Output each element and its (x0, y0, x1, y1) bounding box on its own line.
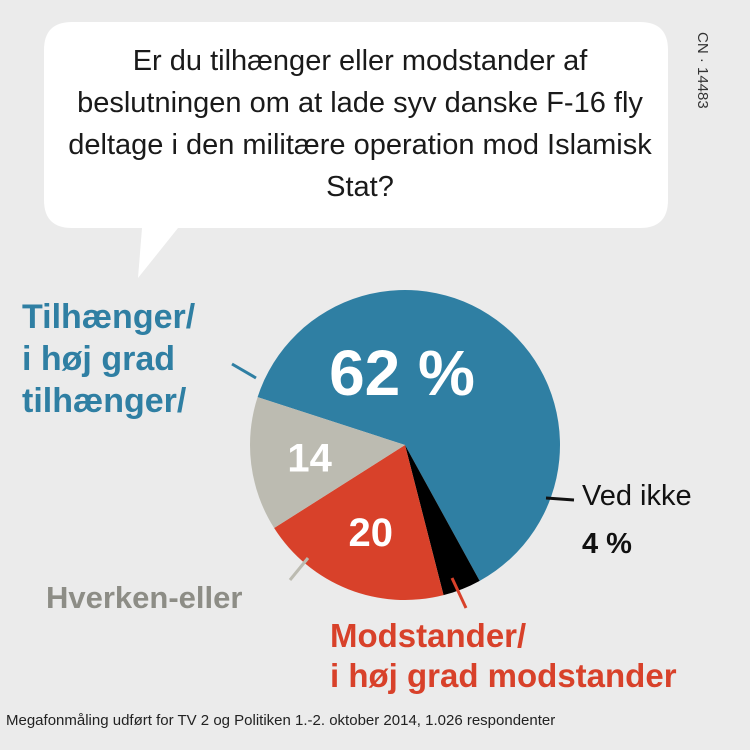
label-ved-ikke-value: 4 % (582, 528, 632, 560)
label-hverken-eller: Hverken-eller (46, 580, 243, 615)
value-labels: 62 % 20 14 (287, 337, 475, 555)
slice-tilhaenger-value: 62 % (329, 337, 475, 409)
label-tilhaenger: Tilhænger/ i høj grad tilhænger/ (22, 296, 242, 422)
leader-lines (231, 362, 575, 609)
pie-chart (250, 289, 561, 600)
slice-modstander-value: 20 (349, 511, 394, 555)
leader-line-hverken (288, 557, 310, 581)
slice-tilhaenger (257, 289, 561, 581)
label-tilhaenger-line-1: Tilhænger/ (22, 298, 196, 336)
speech-bubble (44, 22, 668, 278)
leader-line-tilhaenger (231, 362, 257, 380)
label-tilhaenger-line-2: i høj grad (22, 340, 175, 378)
graphic-code: CN · 14483 (694, 32, 711, 109)
label-modstander-line-2: i høj grad modstander (330, 657, 677, 694)
footer-source: Megafonmåling udført for TV 2 og Politik… (6, 712, 556, 729)
slice-ved-ikke (405, 445, 480, 596)
chart-title: Er du tilhænger eller modstander af besl… (68, 45, 652, 203)
label-modstander: Modstander/ i høj grad modstander (330, 616, 677, 696)
slice-hverken-eller (250, 397, 405, 529)
slice-hverken-eller-value: 14 (287, 436, 332, 480)
label-tilhaenger-line-3: tilhænger/ (22, 382, 187, 420)
slice-modstander (274, 445, 444, 600)
leader-line-modstander (450, 577, 468, 609)
label-ved-ikke: Ved ikke (582, 480, 692, 512)
label-modstander-line-1: Modstander/ (330, 617, 527, 654)
leader-line-ved-ikke (545, 496, 575, 502)
